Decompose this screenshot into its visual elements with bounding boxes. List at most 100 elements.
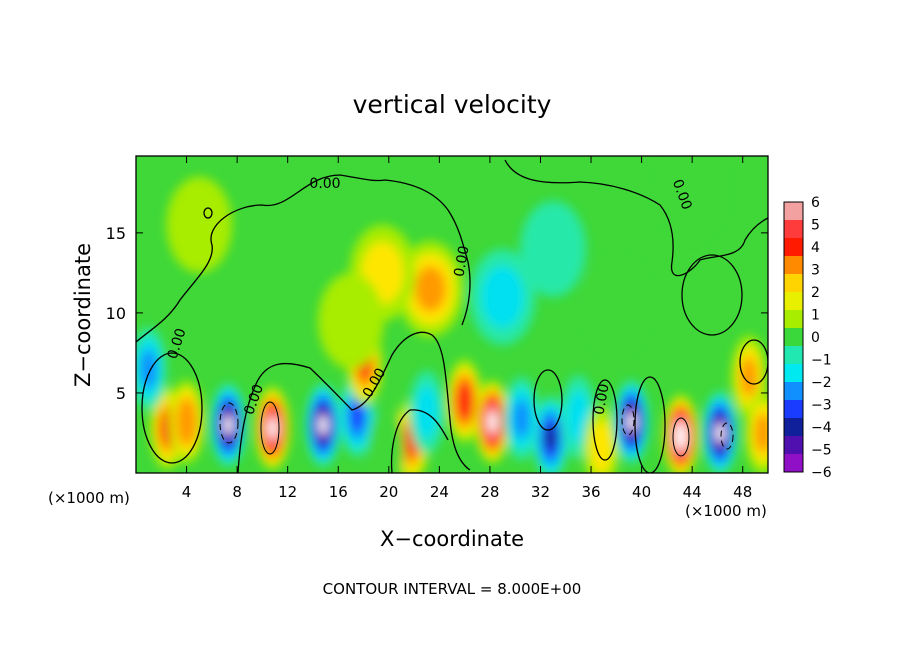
field-feature <box>740 357 758 397</box>
colorbar-band <box>784 256 803 275</box>
colorbar-tick-label: 3 <box>811 263 820 279</box>
zero-contour-loop-c <box>681 254 743 336</box>
colorbar-tick-label: 2 <box>811 285 820 301</box>
y-tick-label: 10 <box>106 304 126 323</box>
colorbar-tick-label: 5 <box>811 218 820 234</box>
colorbar-band <box>784 346 803 365</box>
field-feature <box>488 412 497 432</box>
core-contour-b <box>260 401 280 455</box>
field-feature <box>520 200 586 297</box>
colorbar-tick-label: 1 <box>811 308 820 324</box>
field-feature <box>513 398 530 439</box>
colorbar-frame <box>783 201 804 473</box>
colorbar-band <box>784 274 803 293</box>
field-feature <box>677 427 685 445</box>
colorbar-tick-label: −1 <box>811 353 832 369</box>
core-contour-d <box>621 404 635 436</box>
field-feature <box>567 390 590 444</box>
x-axis-label: X−coordinate <box>380 527 524 551</box>
x-tick-label: 8 <box>232 483 242 501</box>
x-tick-label: 16 <box>329 483 348 501</box>
colorbar-tick-label: −5 <box>811 443 832 459</box>
field-feature <box>350 399 364 431</box>
field-feature <box>481 266 524 328</box>
colorbar-band <box>784 292 803 311</box>
field-feature <box>715 423 725 443</box>
zero-contour-central <box>390 409 449 473</box>
zero-contours <box>136 159 768 473</box>
x-tick-label: 48 <box>733 483 752 501</box>
colorbar-tick-label: 0 <box>811 330 820 346</box>
zero-contour-loop-e <box>203 207 213 219</box>
field-feature <box>319 415 328 435</box>
plot-frame <box>135 155 769 474</box>
colorbar-band <box>784 436 803 455</box>
field-feature <box>415 385 439 440</box>
contour-label: 0.00 <box>591 383 612 416</box>
colorbar-tick-label: 4 <box>811 240 820 256</box>
colorbar-band <box>784 400 803 419</box>
x-tick-label: 4 <box>182 483 192 501</box>
x-tick-label: 40 <box>632 483 651 501</box>
zero-contour-loop-g <box>592 379 618 461</box>
zero-contour-loop-d <box>739 339 768 385</box>
x-unit-left: (×1000 m) <box>48 489 130 507</box>
colorbar-tick-label: −2 <box>811 375 832 391</box>
field-feature <box>329 290 372 352</box>
field-feature <box>459 388 471 414</box>
colorbar-band <box>784 382 803 401</box>
colorbar-tick-label: −6 <box>811 465 832 481</box>
core-contour-c <box>672 417 690 457</box>
colorbar-band <box>784 238 803 257</box>
colorbar-band <box>784 454 803 473</box>
zero-contour-loop-a <box>634 376 666 473</box>
y-axis-label: Z−coordinate <box>71 243 95 387</box>
field-feature <box>224 415 233 435</box>
field-feature <box>754 413 768 453</box>
field-feature <box>368 407 404 473</box>
contour-label: 0.00 <box>309 176 340 192</box>
x-axis: 4 8 12 16 20 24 28 32 36 40 44 48 <box>182 156 752 501</box>
zero-contour-loop-f <box>141 352 203 464</box>
zero-contour-top-right <box>504 159 768 277</box>
contour-label: 0.00 <box>451 245 472 278</box>
colorbar-tick-label: −4 <box>811 420 832 436</box>
field-feature <box>166 176 233 273</box>
x-tick-label: 12 <box>278 483 297 501</box>
y-axis: 5 10 15 <box>106 224 768 403</box>
colorbar-band <box>784 328 803 347</box>
plot-area: 0.00 0.00 0.00 0.00 0.00 0.00 0.00 <box>136 156 768 473</box>
x-tick-label: 32 <box>531 483 550 501</box>
chart-title: vertical velocity <box>353 90 552 119</box>
x-tick-label: 36 <box>581 483 600 501</box>
field-feature <box>659 156 726 241</box>
field-feature <box>545 424 557 451</box>
x-tick-label: 20 <box>379 483 398 501</box>
x-tick-label: 28 <box>480 483 499 501</box>
field-feature <box>180 406 194 438</box>
core-contour-a <box>219 402 239 444</box>
x-tick-label: 24 <box>430 483 449 501</box>
colorbar-band <box>784 202 803 221</box>
colorbar-band <box>784 220 803 239</box>
colorbar-band <box>784 418 803 437</box>
colorbar-band <box>784 364 803 383</box>
field-feature <box>414 266 447 312</box>
y-tick-label: 15 <box>106 224 126 243</box>
zero-contour-loop-b <box>533 369 563 431</box>
colorbar-tick-label: 6 <box>811 195 820 211</box>
x-unit-right: (×1000 m) <box>685 502 767 520</box>
zero-contour-arch <box>237 331 471 473</box>
y-tick-label: 5 <box>116 384 126 403</box>
colorbar-band <box>784 310 803 329</box>
core-contours <box>219 401 734 457</box>
colorbar-tick-label: −3 <box>811 398 832 414</box>
colorbar: 6 5 4 3 2 1 0 −1 −2 −3 −4 −5 −6 <box>783 195 832 481</box>
x-tick-label: 44 <box>683 483 702 501</box>
core-contour-e <box>720 422 734 450</box>
contour-interval-note: CONTOUR INTERVAL = 8.000E+00 <box>323 580 582 598</box>
field-feature <box>268 418 277 438</box>
field-feature <box>140 349 158 389</box>
field-feature <box>583 256 650 353</box>
